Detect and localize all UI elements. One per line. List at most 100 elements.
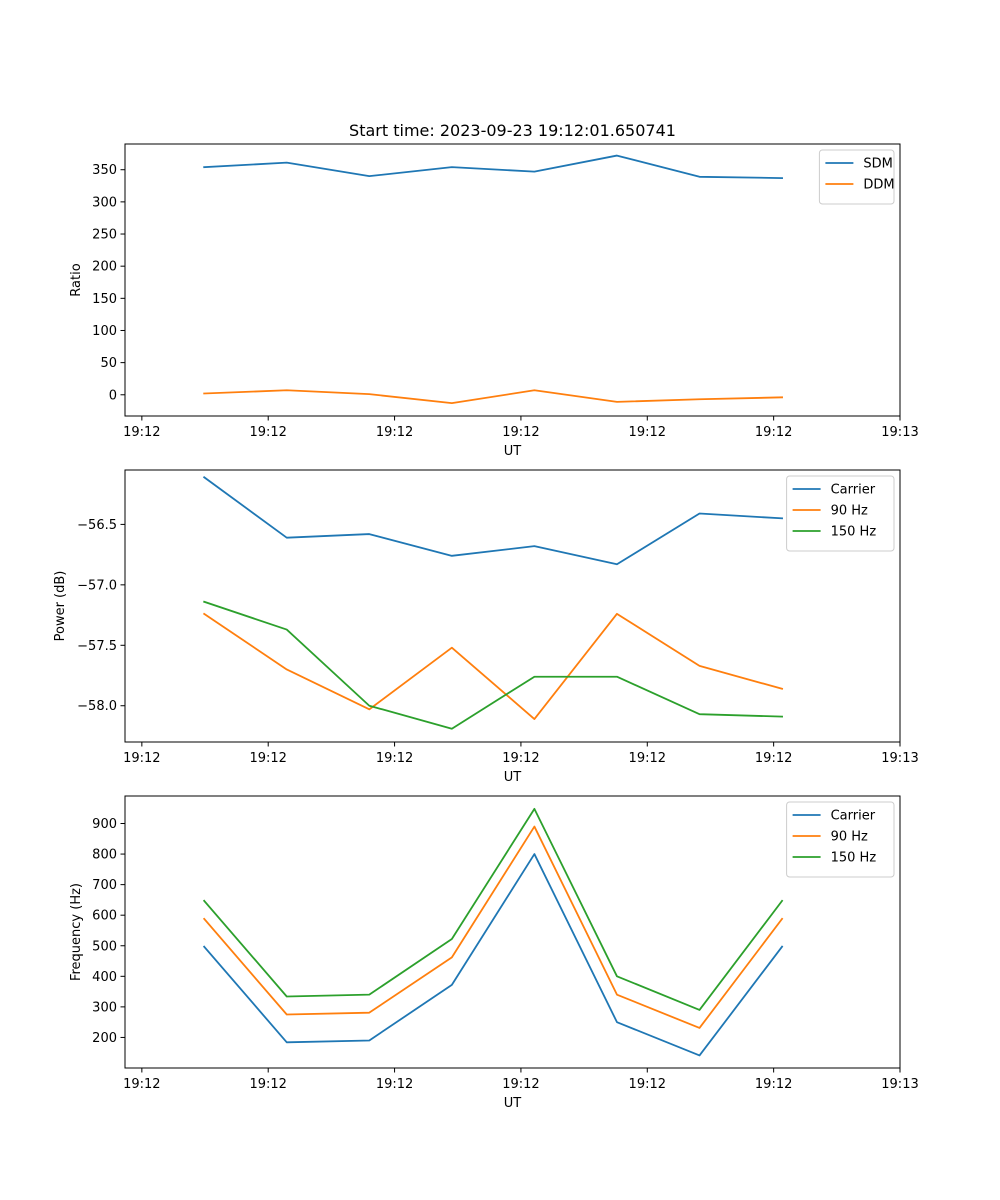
data-point-ddm-7 [698,397,702,401]
x-tick-label: 19:12 [376,1077,413,1092]
legend: Carrier 90 Hz 150 Hz [786,801,895,878]
x-axis-label: UT [504,1096,522,1111]
data-point-carrier-4 [450,983,454,987]
data-point-ddm-5 [532,388,536,392]
data-point-ddm-8 [780,395,784,399]
y-tick-label: 50 [100,356,117,371]
data-point-150-hz-7 [698,712,702,716]
y-axis-label: Ratio [69,263,84,296]
x-tick-label: 19:12 [376,425,413,440]
y-tick-label: 0 [109,388,117,403]
x-tick-label: 19:12 [755,425,792,440]
data-point-carrier-4 [450,554,454,558]
x-tick-label: 19:12 [502,751,539,766]
y-tick-label: 300 [92,195,117,210]
y-tick-label: 900 [92,817,117,832]
y-tick-label: 100 [92,324,117,339]
y-tick-label: 250 [92,228,117,243]
data-point-150-hz-6 [615,675,619,679]
data-point-carrier-5 [532,544,536,548]
series-line-150-hz [203,600,783,730]
x-tick-label: 19:13 [881,425,918,440]
x-tick-label: 19:12 [123,1077,160,1092]
x-tick-label: 19:12 [502,425,539,440]
data-point-90-hz-3 [367,707,371,711]
series-line-carrier [202,475,784,566]
x-tick-label: 19:12 [502,1077,539,1092]
data-point-sdm-7 [698,175,702,179]
data-point-90-hz-4 [450,955,454,959]
x-tick-label: 19:12 [629,1077,666,1092]
chart-title: Start time: 2023-09-23 19:12:01.650741 [349,121,676,140]
y-tick-label: 350 [92,163,117,178]
legend-label-150-hz: 150 Hz [831,525,877,540]
data-point-sdm-4 [450,165,454,169]
data-point-ddm-3 [367,392,371,396]
data-point-sdm-6 [615,154,619,158]
data-point-ddm-4 [450,401,454,405]
legend-box [786,475,895,552]
data-point-150-hz-1 [202,600,206,604]
series-line-90-hz [202,825,784,1029]
data-point-carrier-5 [532,852,536,856]
y-tick-label: 200 [92,1031,117,1046]
data-point-carrier-7 [698,512,702,516]
data-point-90-hz-5 [532,717,536,721]
x-tick-label: 19:13 [881,1077,918,1092]
data-point-150-hz-8 [780,715,784,719]
data-point-90-hz-3 [367,1011,371,1015]
data-point-150-hz-5 [532,675,536,679]
y-tick-label: −56.5 [77,518,117,533]
x-tick-label: 19:12 [249,425,286,440]
axes-frame [124,469,901,743]
data-point-150-hz-8 [780,899,784,903]
data-point-90-hz-2 [285,1013,289,1017]
data-point-sdm-8 [780,176,784,180]
data-point-90-hz-7 [698,1026,702,1030]
data-point-sdm-5 [532,170,536,174]
data-point-150-hz-1 [202,899,206,903]
y-axis-label: Power (dB) [53,571,68,642]
data-point-carrier-2 [285,1040,289,1044]
data-point-90-hz-8 [780,917,784,921]
data-point-carrier-1 [202,945,206,949]
axes-frame [124,143,901,417]
chart-panel-1: 19:12 19:12 19:12 19:12 19:12 19:12 19:13 0 50 10… [69,121,919,459]
y-tick-label: 700 [92,878,117,893]
y-tick-label: 400 [92,970,117,985]
series-line-ddm [203,389,783,405]
series-line-sdm [203,154,783,179]
x-tick-label: 19:12 [249,751,286,766]
series-line-150-hz [202,807,784,1011]
data-point-150-hz-7 [698,1008,702,1012]
data-point-carrier-8 [780,945,784,949]
x-axis-label: UT [504,444,522,459]
legend-label-90-hz: 90 Hz [831,830,868,845]
data-point-90-hz-1 [202,612,206,616]
legend: SDM DDM [818,149,895,205]
y-tick-label: 800 [92,848,117,863]
data-point-carrier-3 [367,532,371,536]
data-point-150-hz-4 [450,727,454,731]
data-point-90-hz-6 [615,993,619,997]
y-tick-label: −57.0 [77,578,117,593]
y-tick-label: 150 [92,292,117,307]
data-point-90-hz-4 [450,646,454,650]
data-point-carrier-1 [202,475,206,479]
x-tick-label: 19:12 [755,1077,792,1092]
legend-box [786,801,895,878]
data-point-90-hz-5 [532,825,536,829]
data-point-150-hz-5 [532,807,536,811]
data-point-sdm-3 [367,174,371,178]
data-point-ddm-2 [285,388,289,392]
x-tick-label: 19:13 [881,751,918,766]
data-point-carrier-8 [780,516,784,520]
data-point-150-hz-6 [615,974,619,978]
legend-label-carrier: Carrier [831,809,876,824]
series-line-carrier [202,853,784,1057]
data-point-sdm-2 [285,161,289,165]
axes-frame [124,795,901,1069]
data-point-150-hz-4 [450,937,454,941]
x-axis-label: UT [504,770,522,785]
